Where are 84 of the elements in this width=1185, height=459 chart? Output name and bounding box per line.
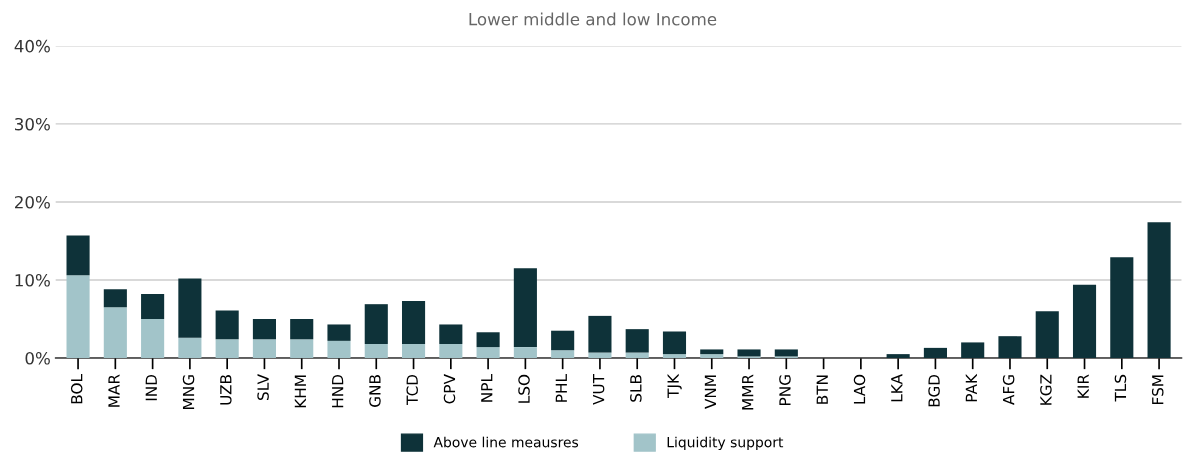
bar xyxy=(364,304,388,344)
x-tick-label: VUT xyxy=(593,373,605,405)
bar xyxy=(290,339,314,359)
bar xyxy=(66,275,90,359)
bar xyxy=(1147,222,1171,359)
x-tick-label: BGD xyxy=(928,374,940,407)
bar xyxy=(1072,284,1097,359)
bar xyxy=(252,319,276,340)
x-tick-label: MMR xyxy=(742,374,754,410)
x-tick-label: KGZ xyxy=(1040,374,1052,405)
bar xyxy=(513,347,537,359)
bar xyxy=(290,319,314,340)
bar xyxy=(178,278,202,338)
bar xyxy=(439,343,463,359)
legend-label: Liquidity support xyxy=(667,436,784,451)
bar xyxy=(66,235,90,276)
y-tick-label: 30% xyxy=(15,117,50,131)
x-tick-label: BTN xyxy=(816,375,828,404)
legend-label: Above line meausres xyxy=(433,436,579,448)
bar xyxy=(662,331,687,355)
x-tick-label: MAR xyxy=(108,374,120,407)
x-tick-label: PNG xyxy=(779,375,791,405)
x-tick-label: NPL xyxy=(481,374,493,402)
bar xyxy=(886,354,910,359)
y-tick-label: 0% xyxy=(25,351,50,365)
bar xyxy=(215,339,239,359)
bar xyxy=(588,315,612,353)
bar xyxy=(513,268,537,348)
x-tick-label: UZB xyxy=(220,375,232,405)
bar xyxy=(476,332,500,348)
bar xyxy=(401,343,426,359)
x-tick-label: KIR xyxy=(1077,374,1089,398)
x-tick-label: HND xyxy=(332,374,344,408)
bar xyxy=(476,347,500,359)
bar xyxy=(178,337,202,359)
x-tick-label: FSM xyxy=(1151,375,1164,404)
bar xyxy=(923,347,947,359)
x-tick-label: SLB xyxy=(630,375,642,402)
x-tick-label: PAK xyxy=(965,373,977,402)
chart-title: Lower middle and low Income xyxy=(469,12,717,26)
bar xyxy=(737,349,761,357)
bar xyxy=(364,343,388,359)
x-tick-label: VNM xyxy=(704,375,716,409)
bar xyxy=(588,352,612,359)
x-tick-label: SLV xyxy=(257,374,269,400)
bar xyxy=(141,294,165,319)
x-tick-label: BOL xyxy=(70,374,83,404)
bar xyxy=(551,330,575,351)
x-tick-label: TCD xyxy=(406,374,418,405)
bar xyxy=(625,329,649,353)
x-tick-label: GNB xyxy=(369,375,381,407)
bar xyxy=(662,354,687,359)
bar xyxy=(998,336,1022,359)
bar xyxy=(439,324,463,344)
bar xyxy=(551,350,575,359)
bar xyxy=(103,307,127,359)
bar xyxy=(327,340,351,359)
bar xyxy=(961,342,985,359)
x-tick-label: TLS xyxy=(1114,374,1127,402)
bar xyxy=(141,319,165,359)
x-tick-label: TJK xyxy=(667,373,682,398)
bar xyxy=(625,352,649,359)
bar xyxy=(215,310,239,340)
x-tick-label: AFG xyxy=(1002,375,1015,405)
bar xyxy=(1110,257,1134,359)
bar xyxy=(252,339,276,359)
y-tick-label: 40% xyxy=(14,39,50,53)
bar xyxy=(401,301,426,344)
x-tick-label: CPV xyxy=(443,374,456,404)
x-tick-label: KHM xyxy=(294,375,306,408)
x-tick-label: MNG xyxy=(182,375,195,409)
bar xyxy=(700,354,724,359)
x-tick-label: IND xyxy=(145,374,157,401)
x-tick-label: LSO xyxy=(518,374,530,403)
y-tick-label: 20% xyxy=(15,195,50,209)
bar xyxy=(327,324,351,341)
x-tick-label: LAO xyxy=(853,374,866,404)
x-tick-label: PHL xyxy=(555,374,567,402)
bar xyxy=(1035,311,1059,359)
y-tick-label: 10% xyxy=(15,273,50,287)
bar xyxy=(103,289,127,308)
bar xyxy=(774,349,798,357)
bar xyxy=(700,349,724,355)
x-tick-label: LKA xyxy=(891,374,903,402)
